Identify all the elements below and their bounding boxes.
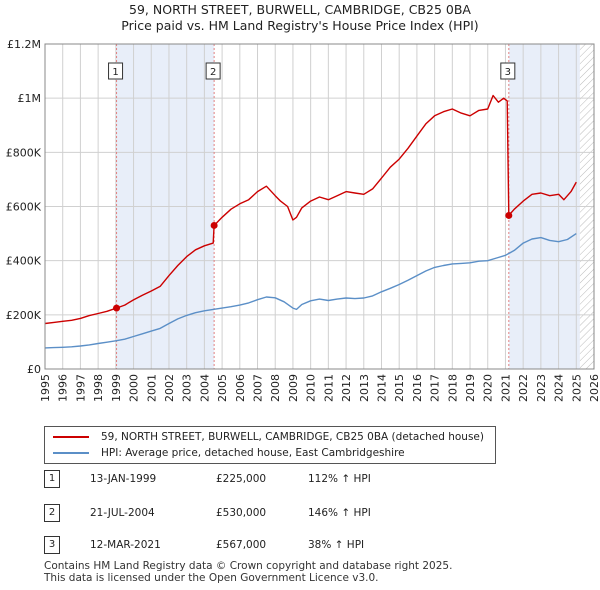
y-tick-label: £0 (27, 363, 41, 376)
sale-label-box-3 (500, 62, 516, 80)
x-tick-label: 2022 (517, 374, 530, 402)
sale-label-box-1 (108, 62, 124, 80)
sale-number-box: 3 (44, 536, 60, 554)
x-tick-label: 2000 (128, 374, 141, 402)
x-tick-label: 2016 (411, 374, 424, 402)
x-tick-label: 2004 (198, 374, 211, 402)
sale-label-2: 2 (210, 67, 216, 78)
sale-hpi-change: 112% ↑ HPI (308, 473, 371, 485)
x-tick-label: 2017 (429, 374, 442, 402)
sale-point-3 (505, 211, 513, 219)
sale-price: £567,000 (216, 539, 267, 551)
legend-swatch-hpi (53, 452, 89, 454)
x-tick-label: 2011 (322, 374, 335, 402)
x-tick-label: 1999 (110, 374, 123, 402)
sale-row: 2 21-JUL-2004 £530,000 146% ↑ HPI (44, 504, 444, 524)
sale-hpi-change: 146% ↑ HPI (308, 507, 371, 519)
x-tick-label: 1998 (92, 374, 105, 402)
chart-title-line1: 59, NORTH STREET, BURWELL, CAMBRIDGE, CB… (129, 2, 471, 17)
x-tick-label: 1996 (57, 374, 70, 402)
x-tick-label: 2012 (340, 374, 353, 402)
x-tick-label: 2020 (482, 374, 495, 402)
sale-date: 21-JUL-2004 (90, 507, 155, 519)
x-tick-label: 2007 (252, 374, 265, 402)
sale-price: £530,000 (216, 507, 267, 519)
price-chart: 1 2 3 £0 £200K £400K £600K £800K £1M £1.2M 1995 19… (6, 38, 600, 402)
sale-row: 1 13-JAN-1999 £225,000 112% ↑ HPI (44, 470, 444, 490)
sale-label-3: 3 (505, 67, 511, 78)
sale-date: 13-JAN-1999 (90, 473, 157, 485)
y-tick-label: £1M (18, 92, 42, 105)
y-tick-label: £600K (6, 201, 42, 214)
x-tick-label: 2001 (145, 374, 158, 402)
x-tick-label: 1997 (74, 374, 87, 402)
x-tick-label: 2018 (446, 374, 459, 402)
x-tick-label: 2010 (305, 374, 318, 402)
x-tick-label: 1995 (39, 374, 52, 402)
x-tick-label: 2019 (464, 374, 477, 402)
x-tick-label: 2026 (588, 374, 600, 402)
sale-hpi-change: 38% ↑ HPI (308, 539, 365, 551)
legend-item-property: 59, NORTH STREET, BURWELL, CAMBRIDGE, CB… (53, 429, 484, 445)
x-tick-label: 2015 (393, 374, 406, 402)
legend-item-hpi: HPI: Average price, detached house, East… (53, 445, 405, 461)
sale-number-box: 2 (44, 504, 60, 522)
x-tick-label: 2005 (216, 374, 229, 402)
sale-price: £225,000 (216, 473, 267, 485)
plot-frame (44, 43, 595, 370)
footer-copyright: Contains HM Land Registry data © Crown c… (44, 560, 453, 572)
x-tick-label: 2021 (499, 374, 512, 402)
sale-label-box-2 (205, 62, 221, 80)
legend-label-property: 59, NORTH STREET, BURWELL, CAMBRIDGE, CB… (101, 431, 484, 443)
y-tick-label: £1.2M (7, 38, 41, 51)
legend-swatch-property (53, 436, 89, 438)
sale-row: 3 12-MAR-2021 £567,000 38% ↑ HPI (44, 536, 444, 556)
x-tick-label: 2008 (269, 374, 282, 402)
x-tick-label: 2023 (535, 374, 548, 402)
x-tick-label: 2009 (287, 374, 300, 402)
chart-legend: 59, NORTH STREET, BURWELL, CAMBRIDGE, CB… (44, 426, 496, 464)
y-tick-label: £400K (6, 255, 42, 268)
x-tick-label: 2002 (163, 374, 176, 402)
y-tick-label: £800K (6, 146, 42, 159)
sale-point-1 (113, 304, 121, 312)
sale-label-1: 1 (112, 67, 118, 78)
sale-number-box: 1 (44, 470, 60, 488)
footer-license: This data is licensed under the Open Gov… (44, 572, 379, 584)
x-tick-label: 2006 (234, 374, 247, 402)
chart-title-line2: Price paid vs. HM Land Registry's House … (121, 18, 479, 33)
x-tick-label: 2003 (181, 374, 194, 402)
x-tick-label: 2025 (570, 374, 583, 402)
sale-date: 12-MAR-2021 (90, 539, 161, 551)
property-price-line (44, 94, 577, 325)
legend-label-hpi: HPI: Average price, detached house, East… (101, 447, 405, 459)
x-tick-label: 2024 (553, 374, 566, 402)
y-tick-label: £200K (6, 309, 42, 322)
sale-point-2 (210, 221, 218, 229)
hpi-line (44, 233, 577, 349)
x-tick-label: 2013 (358, 374, 371, 402)
x-tick-label: 2014 (375, 374, 388, 402)
